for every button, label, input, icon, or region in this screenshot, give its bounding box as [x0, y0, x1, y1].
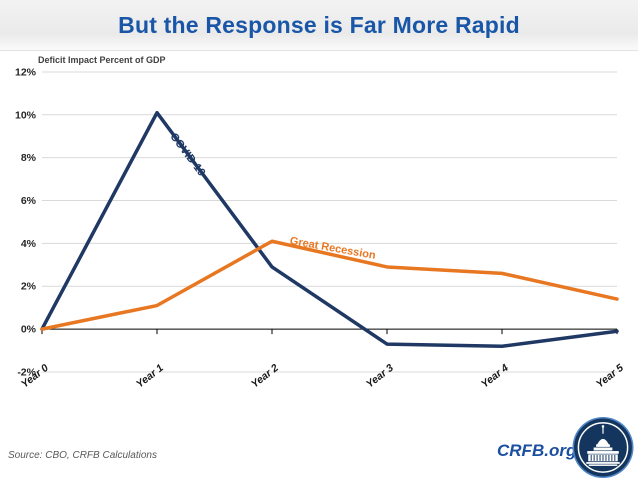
x-tick-label-2: Year 2: [249, 362, 281, 391]
data-line-great-recession: [40, 239, 619, 331]
y-tick-label--2pct: -2%: [17, 366, 36, 378]
logo-inner-ring: [577, 422, 629, 473]
x-tick-label-5: Year 5: [594, 362, 626, 391]
x-tick-label-4: Year 4: [479, 362, 511, 391]
y-tick-label-0pct: 0%: [21, 324, 37, 336]
y-tick-label-8pct: 8%: [21, 152, 37, 164]
page-title: But the Response is Far More Rapid: [118, 11, 520, 38]
y-axis-title: Deficit Impact Percent of GDP: [38, 55, 166, 65]
title-bar: But the Response is Far More Rapid: [0, 0, 638, 51]
x-tick-label-1: Year 1: [134, 362, 166, 391]
y-tick-label-10pct: 10%: [15, 109, 37, 121]
y-tick-label-6pct: 6%: [21, 195, 37, 207]
y-tick-label-4pct: 4%: [21, 238, 37, 250]
x-tick-label-3: Year 3: [364, 362, 396, 391]
y-tick-label-12pct: 12%: [15, 66, 37, 78]
deficit-chart: 12%10%8%6%4%2%0%-2%Year 0 Year 1 Year 2 Yea…: [15, 66, 626, 391]
y-tick-label-2pct: 2%: [21, 281, 37, 293]
capitol-columns: [590, 454, 616, 461]
source-note: Source: CBO, CRFB Calculations: [8, 450, 157, 461]
crfb-capitol-logo-icon: [572, 416, 634, 479]
data-line-covid-19: [40, 110, 619, 348]
brand-text: CRFB.org: [497, 441, 577, 460]
